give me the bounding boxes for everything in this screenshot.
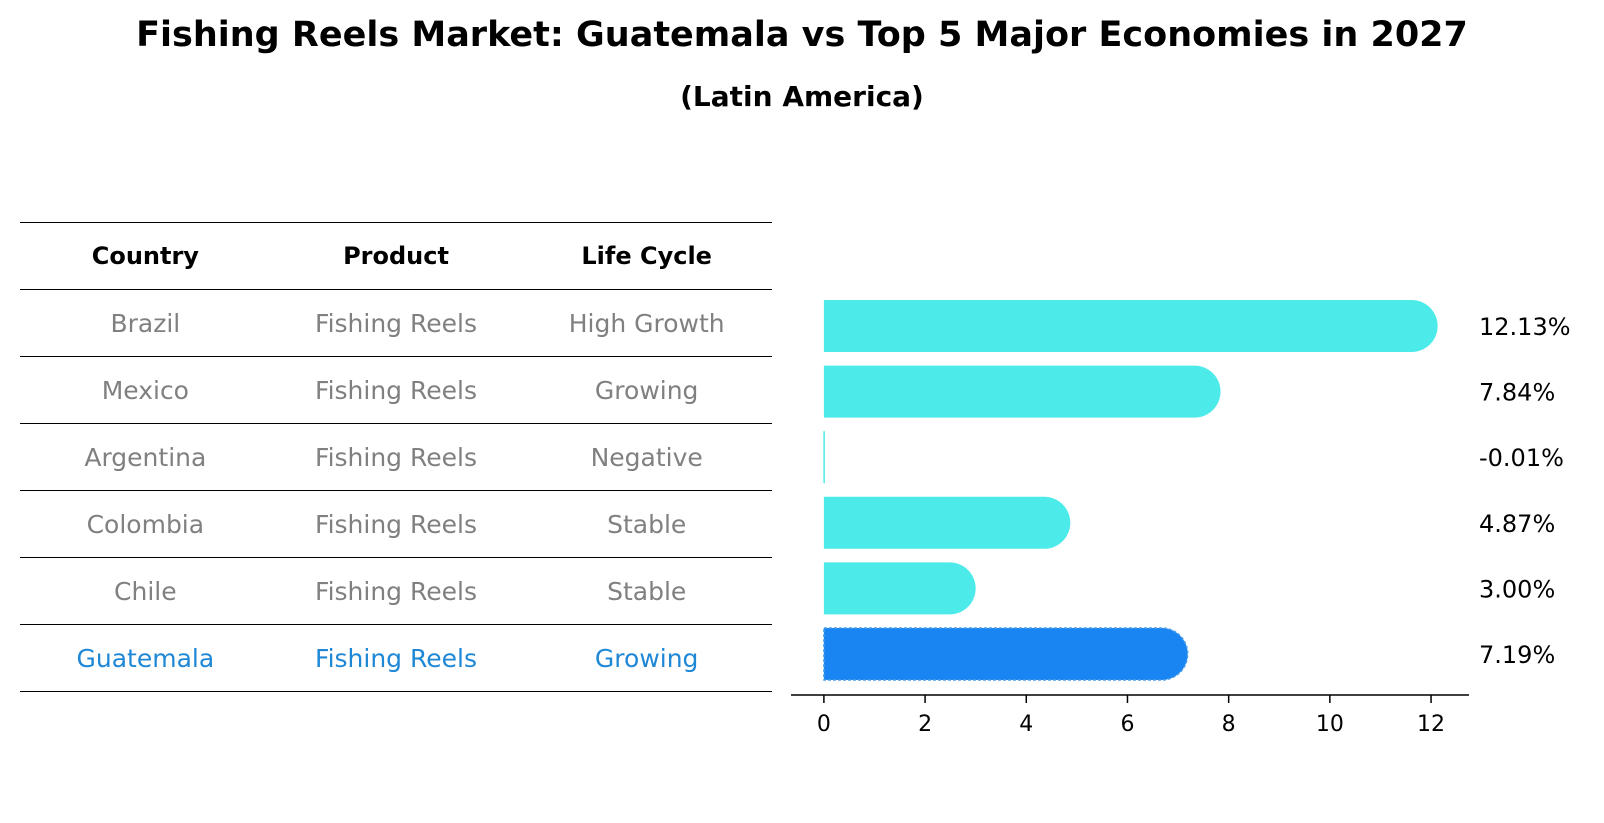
country-cell: Mexico: [101, 375, 189, 405]
life-cycle-cell: Negative: [590, 442, 703, 472]
bar: [823, 300, 1438, 352]
header-life-cycle: Life Cycle: [581, 242, 712, 270]
table-row-highlighted: Guatemala Fishing Reels Growing: [20, 624, 772, 692]
bar-value-label: 7.19%: [1479, 641, 1555, 669]
life-cycle-cell: Stable: [607, 576, 687, 606]
country-table: Country Product Life Cycle Brazil Fishin…: [20, 222, 772, 692]
product-cell: Fishing Reels: [315, 576, 477, 606]
table-row: Colombia Fishing Reels Stable: [20, 490, 772, 557]
bar-value-label: 4.87%: [1479, 510, 1555, 538]
table-row: Chile Fishing Reels Stable: [20, 557, 772, 624]
country-cell: Chile: [114, 576, 177, 606]
product-cell: Fishing Reels: [315, 442, 477, 472]
product-cell: Fishing Reels: [315, 375, 477, 405]
country-cell: Guatemala: [76, 643, 215, 673]
country-cell: Argentina: [84, 442, 207, 472]
product-cell: Fishing Reels: [315, 308, 477, 338]
table-row: Brazil Fishing Reels High Growth: [20, 289, 772, 356]
header-product: Product: [343, 242, 449, 270]
life-cycle-cell: Growing: [594, 643, 699, 673]
bar-highlighted: [823, 627, 1189, 681]
life-cycle-cell: Stable: [607, 509, 687, 539]
x-tick-label: 10: [1316, 712, 1344, 737]
bar-value-label: -0.01%: [1479, 444, 1564, 472]
country-cell: Brazil: [110, 308, 181, 338]
life-cycle-cell: High Growth: [568, 308, 725, 338]
chart-subtitle: (Latin America): [680, 80, 924, 113]
bar-value-label: 3.00%: [1479, 575, 1555, 603]
product-cell: Fishing Reels: [315, 643, 477, 673]
x-tick-label: 4: [1019, 712, 1033, 737]
chart-title: Fishing Reels Market: Guatemala vs Top 5…: [136, 15, 1468, 55]
bar-value-label: 12.13%: [1479, 313, 1571, 341]
header-country: Country: [91, 242, 199, 270]
table-header-row: Country Product Life Cycle: [20, 222, 772, 289]
x-tick-label: 6: [1120, 712, 1134, 737]
bar: [823, 562, 976, 615]
x-tick-label: 12: [1417, 712, 1445, 737]
bar: [823, 365, 1221, 418]
bar-value-label: 7.84%: [1479, 379, 1555, 407]
table-row: Argentina Fishing Reels Negative: [20, 423, 772, 490]
country-cell: Colombia: [86, 509, 205, 539]
table-row: Mexico Fishing Reels Growing: [20, 356, 772, 423]
x-tick-label: 2: [918, 712, 932, 737]
bar: [823, 496, 1071, 549]
x-tick-label: 0: [817, 712, 831, 737]
life-cycle-cell: Growing: [594, 375, 699, 405]
bar: [823, 431, 825, 484]
x-tick-label: 8: [1222, 712, 1236, 737]
product-cell: Fishing Reels: [315, 509, 477, 539]
